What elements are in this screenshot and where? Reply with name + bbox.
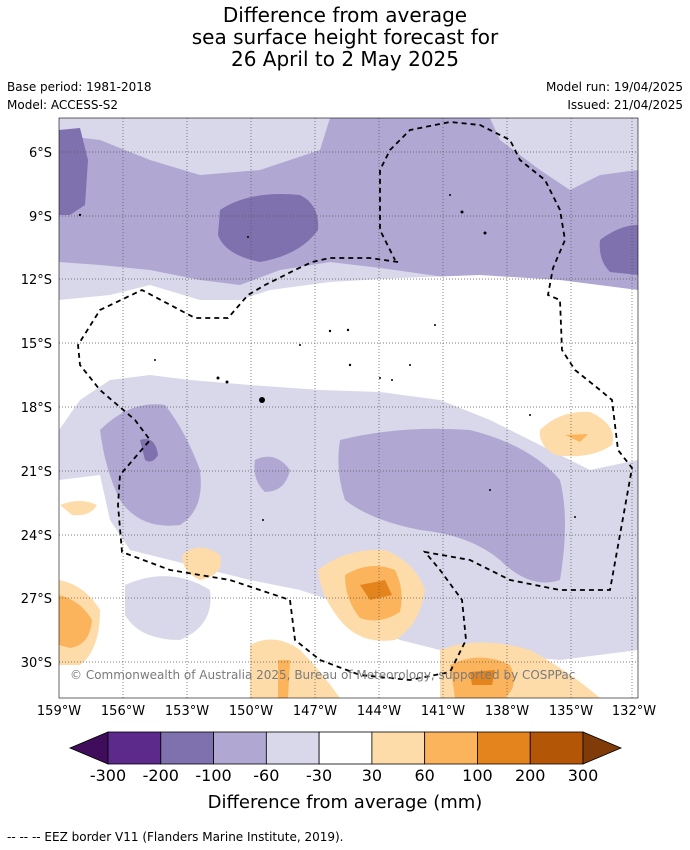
eez-legend: -- -- -- EEZ border V11 (Flanders Marine… [7,830,344,844]
field-pos-bottom-1 [250,639,340,698]
model-run: Model run: 19/04/2025 [545,80,683,94]
eez-border [77,121,633,681]
field-cell-east [599,225,638,275]
lon-tick: 159°W [37,704,81,719]
colorbar-extend-max [582,731,623,765]
base-period: Base period: 1981-2018 [7,80,152,94]
field-north-light [59,118,330,175]
lon-tick: 135°W [549,704,593,719]
field-cell-central [218,194,319,262]
lat-tick: 30°S [21,656,52,671]
field-pos-bottom-1-core [278,660,290,698]
field-cell-south-light [125,576,211,640]
meta-left: Base period: 1981-2018 Model: ACCESS-S2 [7,78,152,114]
meta-right: Model run: 19/04/2025 Issued: 21/04/2025 [546,78,683,114]
colorbar-cell [529,731,584,765]
colorbar-extend-min [68,731,109,765]
colorbar-cell [160,731,214,765]
lon-tick: 150°W [229,704,273,719]
colorbar-cell [371,731,426,765]
colorbar-cell [318,731,373,765]
lon-tick: 144°W [357,704,401,719]
copyright-notice: © Commonwealth of Australia 2025, Bureau… [70,668,576,682]
field-pos-east [539,411,614,457]
colorbar-label: -300 [89,766,127,785]
field-neutral-south [59,475,638,698]
field-pos-bottom-2-core [470,670,495,685]
colorbar-label: 100 [462,766,493,785]
model-name: Model: ACCESS-S2 [7,98,119,112]
colorbar-cell [424,731,478,765]
title-line-2: sea surface height forecast for [191,25,499,49]
lat-tick: 9°S [29,210,52,225]
title-line-3: 26 April to 2 May 2025 [231,47,459,71]
lat-tick: 12°S [21,273,52,288]
colorbar-label: 30 [361,766,383,785]
colorbar-cell [265,731,320,765]
field-cell-sw-core [140,439,158,462]
lat-tick: 18°S [21,401,52,416]
field-pos-west-small [60,501,97,516]
lon-tick: 141°W [421,704,465,719]
colorbar-title: Difference from average (mm) [207,792,483,813]
field-pos-sw-edge-core [59,595,92,648]
lat-tick: 6°S [29,146,52,161]
colorbar-label: 300 [567,766,599,785]
field-cell-small [254,456,290,492]
lon-tick: 153°W [165,704,209,719]
field-cell-se [338,428,565,583]
colorbar-cell [477,731,531,765]
island-markers [78,194,576,521]
lat-tick: 24°S [21,529,52,544]
lon-tick: 156°W [101,704,145,719]
latitude-ticks: 6°S 9°S 12°S 15°S 18°S 21°S 24°S 27°S 30… [21,146,52,671]
field-pos-sw [182,547,221,580]
title-line-1: Difference from average [222,3,468,27]
map-title: Difference from average sea surface heig… [0,4,690,70]
colorbar-label: -60 [253,766,280,785]
colorbar-label: -100 [195,766,232,785]
field-neutral-central [59,275,638,470]
colorbar [68,731,623,765]
gridlines [59,118,638,698]
field-pos-south-core [360,580,392,600]
lon-tick: 132°W [612,704,656,719]
lat-tick: 21°S [21,465,52,480]
field-cell-west [59,128,88,215]
colorbar-cell [213,731,267,765]
issued-date: Issued: 21/04/2025 [567,98,683,112]
colorbar-label: 60 [414,766,435,785]
lat-tick: 27°S [21,592,52,607]
field-ne-light [490,118,638,190]
colorbar-label: -30 [306,766,333,785]
lat-tick: 15°S [21,337,52,352]
anomaly-field [59,118,638,698]
colorbar-label: -200 [142,766,179,785]
plot-frame [58,117,639,699]
colorbar-cell [107,731,162,765]
field-cell-sw [100,404,201,526]
colorbar-label: 200 [514,766,546,785]
longitude-ticks: 159°W 156°W 153°W 150°W 147°W 144°W 141°… [37,704,656,719]
lon-tick: 147°W [293,704,337,719]
lon-tick: 138°W [485,704,529,719]
